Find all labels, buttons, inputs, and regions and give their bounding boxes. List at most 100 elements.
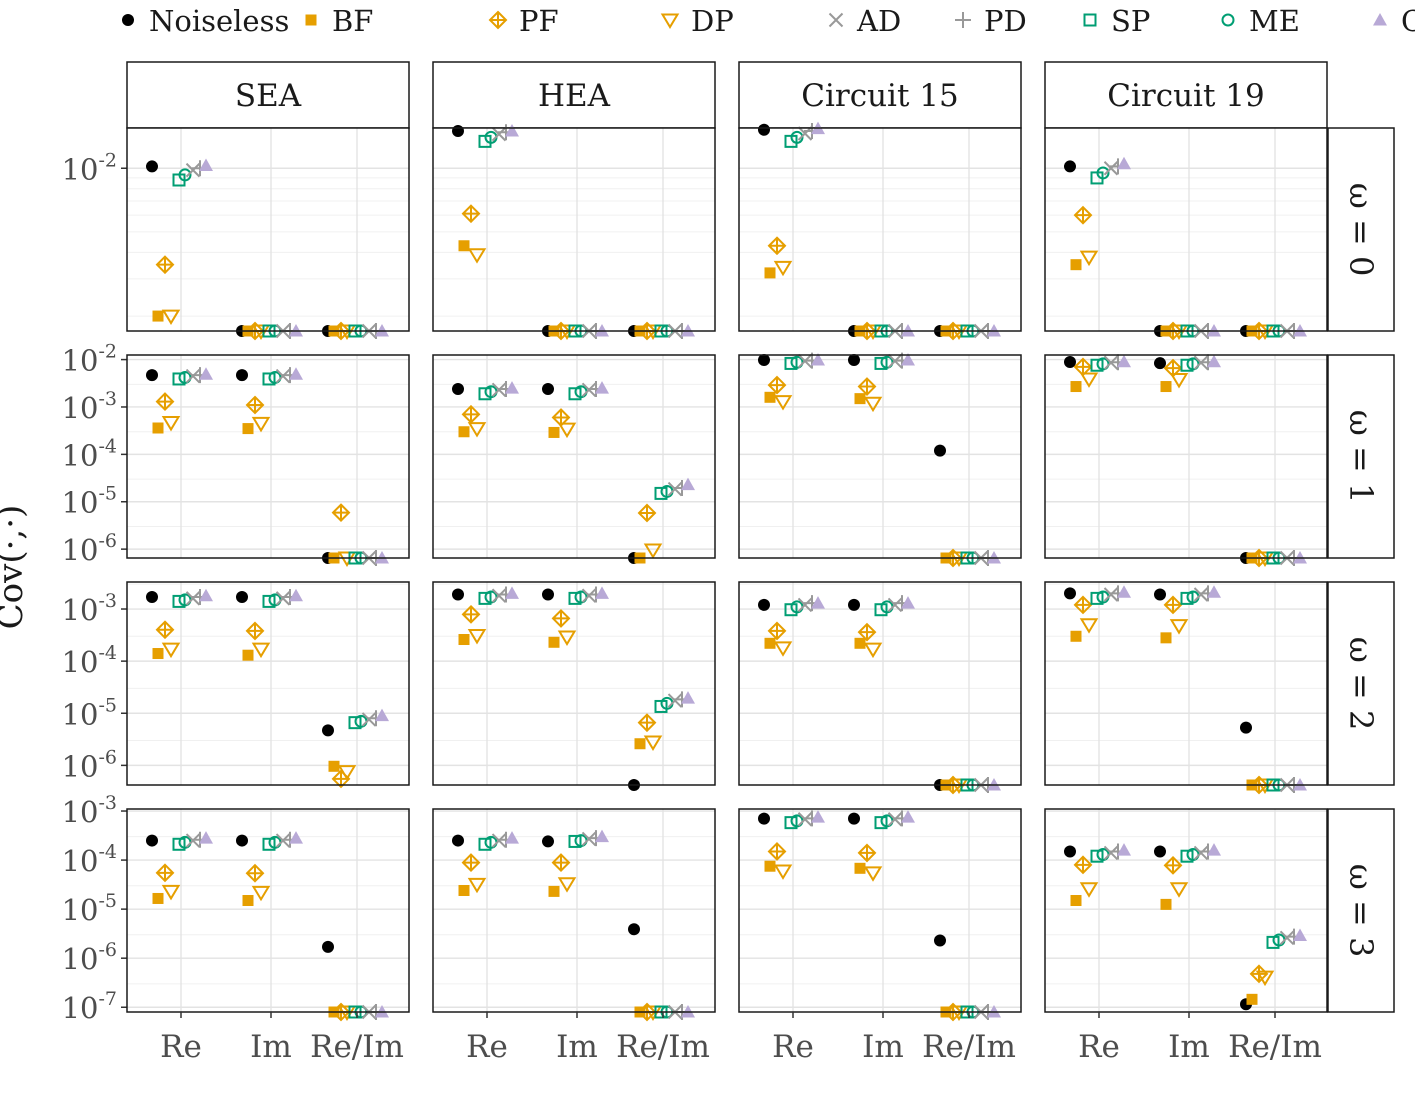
legend-item-cge: CGE [1373, 4, 1415, 38]
point-ad [581, 588, 597, 603]
facet-row-label: ω = 2 [1342, 637, 1380, 731]
point-noiseless [542, 382, 554, 395]
point-noiseless [934, 934, 946, 947]
point-sp [1180, 591, 1194, 605]
point-pf [155, 255, 175, 275]
point-bf [764, 860, 776, 872]
facet-strip-top: Circuit 15 [738, 61, 1022, 129]
panel [738, 352, 1022, 568]
point-bf [152, 422, 164, 434]
y-tick-label: 10-3 [62, 590, 117, 627]
point-cge [505, 381, 519, 394]
facet-column-label: Circuit 19 [1107, 78, 1264, 114]
y-tick-label: 10-4 [62, 841, 117, 878]
point-cge [1207, 843, 1221, 856]
point-pf [245, 395, 265, 415]
point-cge [595, 381, 609, 394]
point-dp [773, 395, 793, 411]
point-noiseless [848, 598, 860, 611]
facet-strip-right: ω = 1 [1327, 354, 1395, 559]
point-noiseless [758, 812, 770, 825]
point-noiseless [1064, 160, 1076, 173]
point-ad [361, 712, 377, 727]
legend-item-me: ME [1221, 4, 1300, 38]
legend-label: SP [1111, 4, 1150, 38]
point-cge [901, 810, 915, 823]
point-dp [467, 629, 487, 645]
facet-column-label: HEA [538, 78, 611, 114]
panel [432, 124, 716, 341]
legend-label: PD [984, 4, 1027, 38]
point-noiseless [452, 834, 464, 847]
point-noiseless [146, 834, 158, 847]
facet-column-label: SEA [235, 78, 302, 114]
legend-marker-pf [488, 10, 508, 30]
point-noiseless [1064, 355, 1076, 368]
panel [432, 354, 716, 564]
x-tick-label: Im [862, 1029, 904, 1065]
point-bf [764, 391, 776, 403]
legend-item-noiseless: Noiseless [122, 4, 289, 38]
point-pf [767, 621, 787, 641]
point-bf [458, 240, 470, 252]
point-bf [764, 637, 776, 649]
point-cge [199, 831, 213, 844]
point-bf [152, 310, 164, 322]
point-dp [467, 877, 487, 894]
point-sp [1180, 849, 1194, 863]
point-dp [337, 765, 357, 781]
point-dp [467, 422, 487, 438]
point-bf [634, 738, 646, 750]
point-bf [854, 393, 866, 405]
point-bf [1070, 630, 1082, 642]
y-tick-label: 10-3 [62, 792, 117, 829]
point-noiseless [934, 444, 946, 457]
legend-marker-cge [1373, 13, 1387, 26]
point-cge [901, 596, 915, 609]
panel [1044, 354, 1328, 568]
legend-item-pd: PD [955, 4, 1027, 38]
facet-row-label: ω = 1 [1342, 410, 1380, 504]
legend-marker-ad [828, 12, 844, 28]
point-dp [863, 396, 883, 413]
y-tick-label: 10-6 [62, 530, 117, 567]
x-tick-label: Re/Im [616, 1029, 710, 1065]
point-dp [1079, 250, 1099, 267]
legend-marker-me [1221, 13, 1235, 27]
point-cge [1117, 585, 1131, 598]
point-noiseless [236, 369, 248, 382]
point-sp [172, 594, 186, 608]
point-pf [857, 622, 877, 642]
point-sp [784, 603, 798, 617]
point-pf [551, 609, 571, 628]
point-cge [289, 367, 303, 380]
point-dp [863, 866, 883, 882]
panel: Re Im Re/Im [126, 808, 410, 1065]
point-pf [637, 503, 657, 523]
legend-marker-bf [305, 14, 317, 26]
point-pf [245, 863, 265, 883]
point-pf [155, 392, 175, 411]
point-dp [863, 642, 883, 659]
panel [126, 354, 410, 567]
point-me [1096, 166, 1110, 180]
facet-strip-top: Circuit 19 [1044, 61, 1328, 129]
x-tick-label: Re [1078, 1029, 1120, 1065]
x-tick-label: Im [250, 1029, 292, 1065]
point-dp [161, 884, 181, 901]
point-noiseless [322, 724, 334, 737]
point-pf [551, 853, 571, 872]
y-tick-label: 10-6 [62, 746, 117, 783]
point-pf [1073, 595, 1093, 615]
panel [1044, 127, 1328, 341]
panel: Re Im Re/Im [432, 808, 716, 1065]
point-cge [289, 588, 303, 602]
point-sp [262, 372, 276, 386]
point-bf [242, 649, 254, 661]
point-dp [773, 641, 793, 657]
point-sp [1266, 935, 1280, 949]
point-ad [491, 588, 507, 603]
point-noiseless [1154, 845, 1166, 858]
x-tick-label: Re [772, 1029, 814, 1065]
panel: Re Im Re/Im [738, 808, 1022, 1065]
